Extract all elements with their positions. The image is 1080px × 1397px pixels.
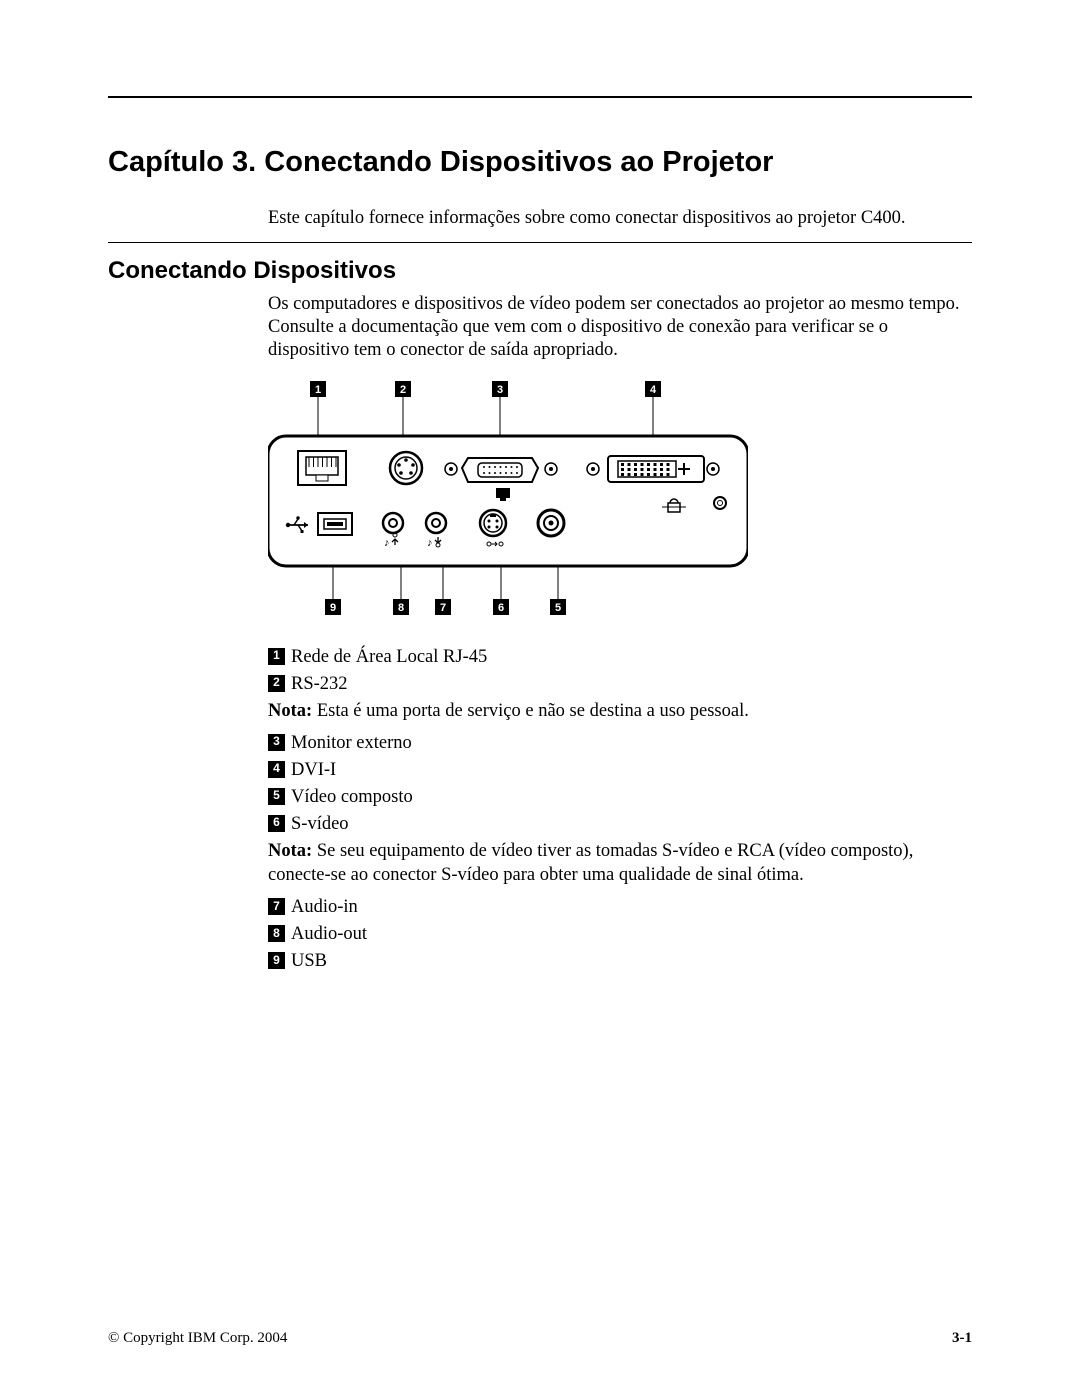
callout-number: 5 <box>268 788 285 805</box>
top-rule <box>108 96 972 98</box>
page-footer: © Copyright IBM Corp. 2004 3-1 <box>108 1330 972 1347</box>
svg-text:♪: ♪ <box>427 537 433 549</box>
svg-text:3: 3 <box>497 384 503 396</box>
callout-text: Audio-out <box>291 922 367 946</box>
callout-row: 3 Monitor externo <box>268 731 968 755</box>
note-label: Nota: <box>268 841 312 861</box>
callout-text: Audio-in <box>291 895 358 919</box>
note-text: Se seu equipamento de vídeo tiver as tom… <box>268 841 913 885</box>
section-rule <box>108 242 972 243</box>
footer-page-number: 3-1 <box>952 1330 972 1347</box>
callout-list: 1 Rede de Área Local RJ-45 2 RS-232 Nota: Es… <box>268 645 968 974</box>
callout-number: 4 <box>268 761 285 778</box>
callout-number: 6 <box>268 815 285 832</box>
section-body-block: Os computadores e dispositivos de vídeo … <box>268 293 968 362</box>
callout-row: 4 DVI-I <box>268 758 968 782</box>
callout-row: 9 USB <box>268 949 968 973</box>
svg-text:8: 8 <box>398 602 404 614</box>
callout-text: S-vídeo <box>291 812 349 836</box>
svg-text:7: 7 <box>440 602 446 614</box>
diagram-svg: 1 2 3 4 ♪ ♪ 9 8 7 6 5 <box>268 381 748 621</box>
footer-copyright: © Copyright IBM Corp. 2004 <box>108 1330 287 1347</box>
section-body: Os computadores e dispositivos de vídeo … <box>268 293 968 362</box>
note-line: Nota: Se seu equipamento de vídeo tiver … <box>268 839 968 887</box>
svg-text:5: 5 <box>555 602 561 614</box>
chapter-title: Capítulo 3. Conectando Dispositivos ao P… <box>108 146 972 179</box>
callout-row: 8 Audio-out <box>268 922 968 946</box>
callout-row: 5 Vídeo composto <box>268 785 968 809</box>
intro-text: Este capítulo fornece informações sobre … <box>268 207 968 230</box>
intro-block: Este capítulo fornece informações sobre … <box>268 207 968 230</box>
page: Capítulo 3. Conectando Dispositivos ao P… <box>108 96 972 976</box>
callout-row: 2 RS-232 <box>268 672 968 696</box>
callout-text: Rede de Área Local RJ-45 <box>291 645 487 669</box>
svg-text:2: 2 <box>400 384 406 396</box>
callout-row: 7 Audio-in <box>268 895 968 919</box>
callout-text: Vídeo composto <box>291 785 413 809</box>
section-title: Conectando Dispositivos <box>108 257 972 285</box>
note-line: Nota: Esta é uma porta de serviço e não … <box>268 699 968 723</box>
callout-number: 9 <box>268 952 285 969</box>
callout-row: 6 S-vídeo <box>268 812 968 836</box>
svg-text:6: 6 <box>498 602 504 614</box>
svg-text:1: 1 <box>315 384 321 396</box>
callout-number: 3 <box>268 734 285 751</box>
connector-diagram: 1 2 3 4 ♪ ♪ 9 8 7 6 5 <box>268 381 748 621</box>
callout-number: 2 <box>268 675 285 692</box>
note-text: Esta é uma porta de serviço e não se des… <box>312 701 749 721</box>
callout-number: 1 <box>268 648 285 665</box>
callout-text: Monitor externo <box>291 731 412 755</box>
svg-text:4: 4 <box>650 384 657 396</box>
note-label: Nota: <box>268 701 312 721</box>
callout-number: 7 <box>268 898 285 915</box>
callout-number: 8 <box>268 925 285 942</box>
callout-text: RS-232 <box>291 672 348 696</box>
callout-row: 1 Rede de Área Local RJ-45 <box>268 645 968 669</box>
callout-text: USB <box>291 949 327 973</box>
svg-text:♪: ♪ <box>384 537 390 549</box>
svg-text:9: 9 <box>330 602 336 614</box>
callout-text: DVI-I <box>291 758 336 782</box>
